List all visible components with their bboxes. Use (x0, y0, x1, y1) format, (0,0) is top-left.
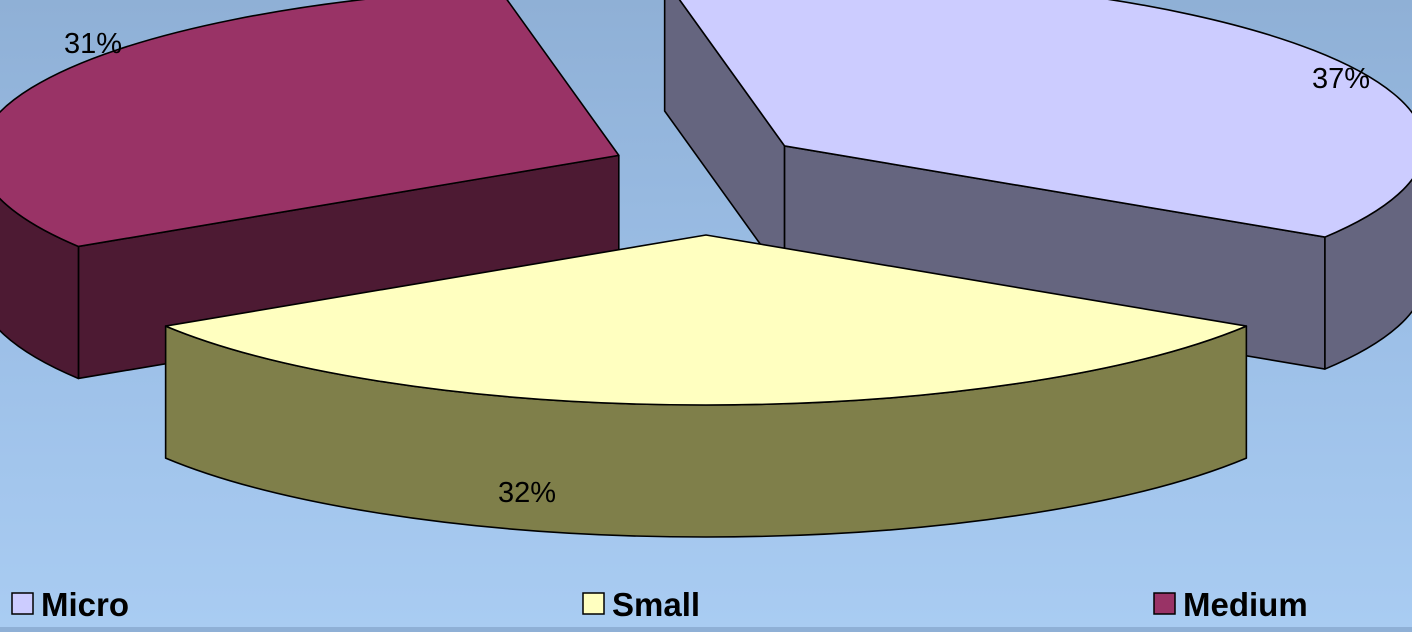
legend-item-medium: Medium (1153, 586, 1308, 623)
pie-slice-small (164, 234, 1248, 538)
pie-slice-micro (663, 0, 1412, 370)
pie-slice-medium-top (0, 0, 620, 248)
legend-label-micro: Micro (41, 586, 129, 623)
legend-label-medium: Medium (1183, 586, 1308, 623)
pie-slice-micro-top (678, 0, 1412, 238)
legend-item-small: Small (582, 586, 700, 623)
legend-item-micro: Micro (11, 586, 129, 623)
legend: Micro Small Medium (11, 586, 1308, 623)
pie-slice-small-top (164, 234, 1248, 406)
slice-label-micro: 37% (1312, 63, 1370, 95)
legend-swatch-micro (11, 592, 34, 615)
legend-swatch-small (582, 592, 605, 615)
slice-label-medium: 31% (64, 28, 122, 60)
legend-label-small: Small (612, 586, 700, 623)
slice-label-small: 32% (498, 477, 556, 509)
pie-slice-micro-side (1324, 178, 1412, 370)
slices-layer (0, 0, 1412, 538)
legend-swatch-medium (1153, 592, 1176, 615)
